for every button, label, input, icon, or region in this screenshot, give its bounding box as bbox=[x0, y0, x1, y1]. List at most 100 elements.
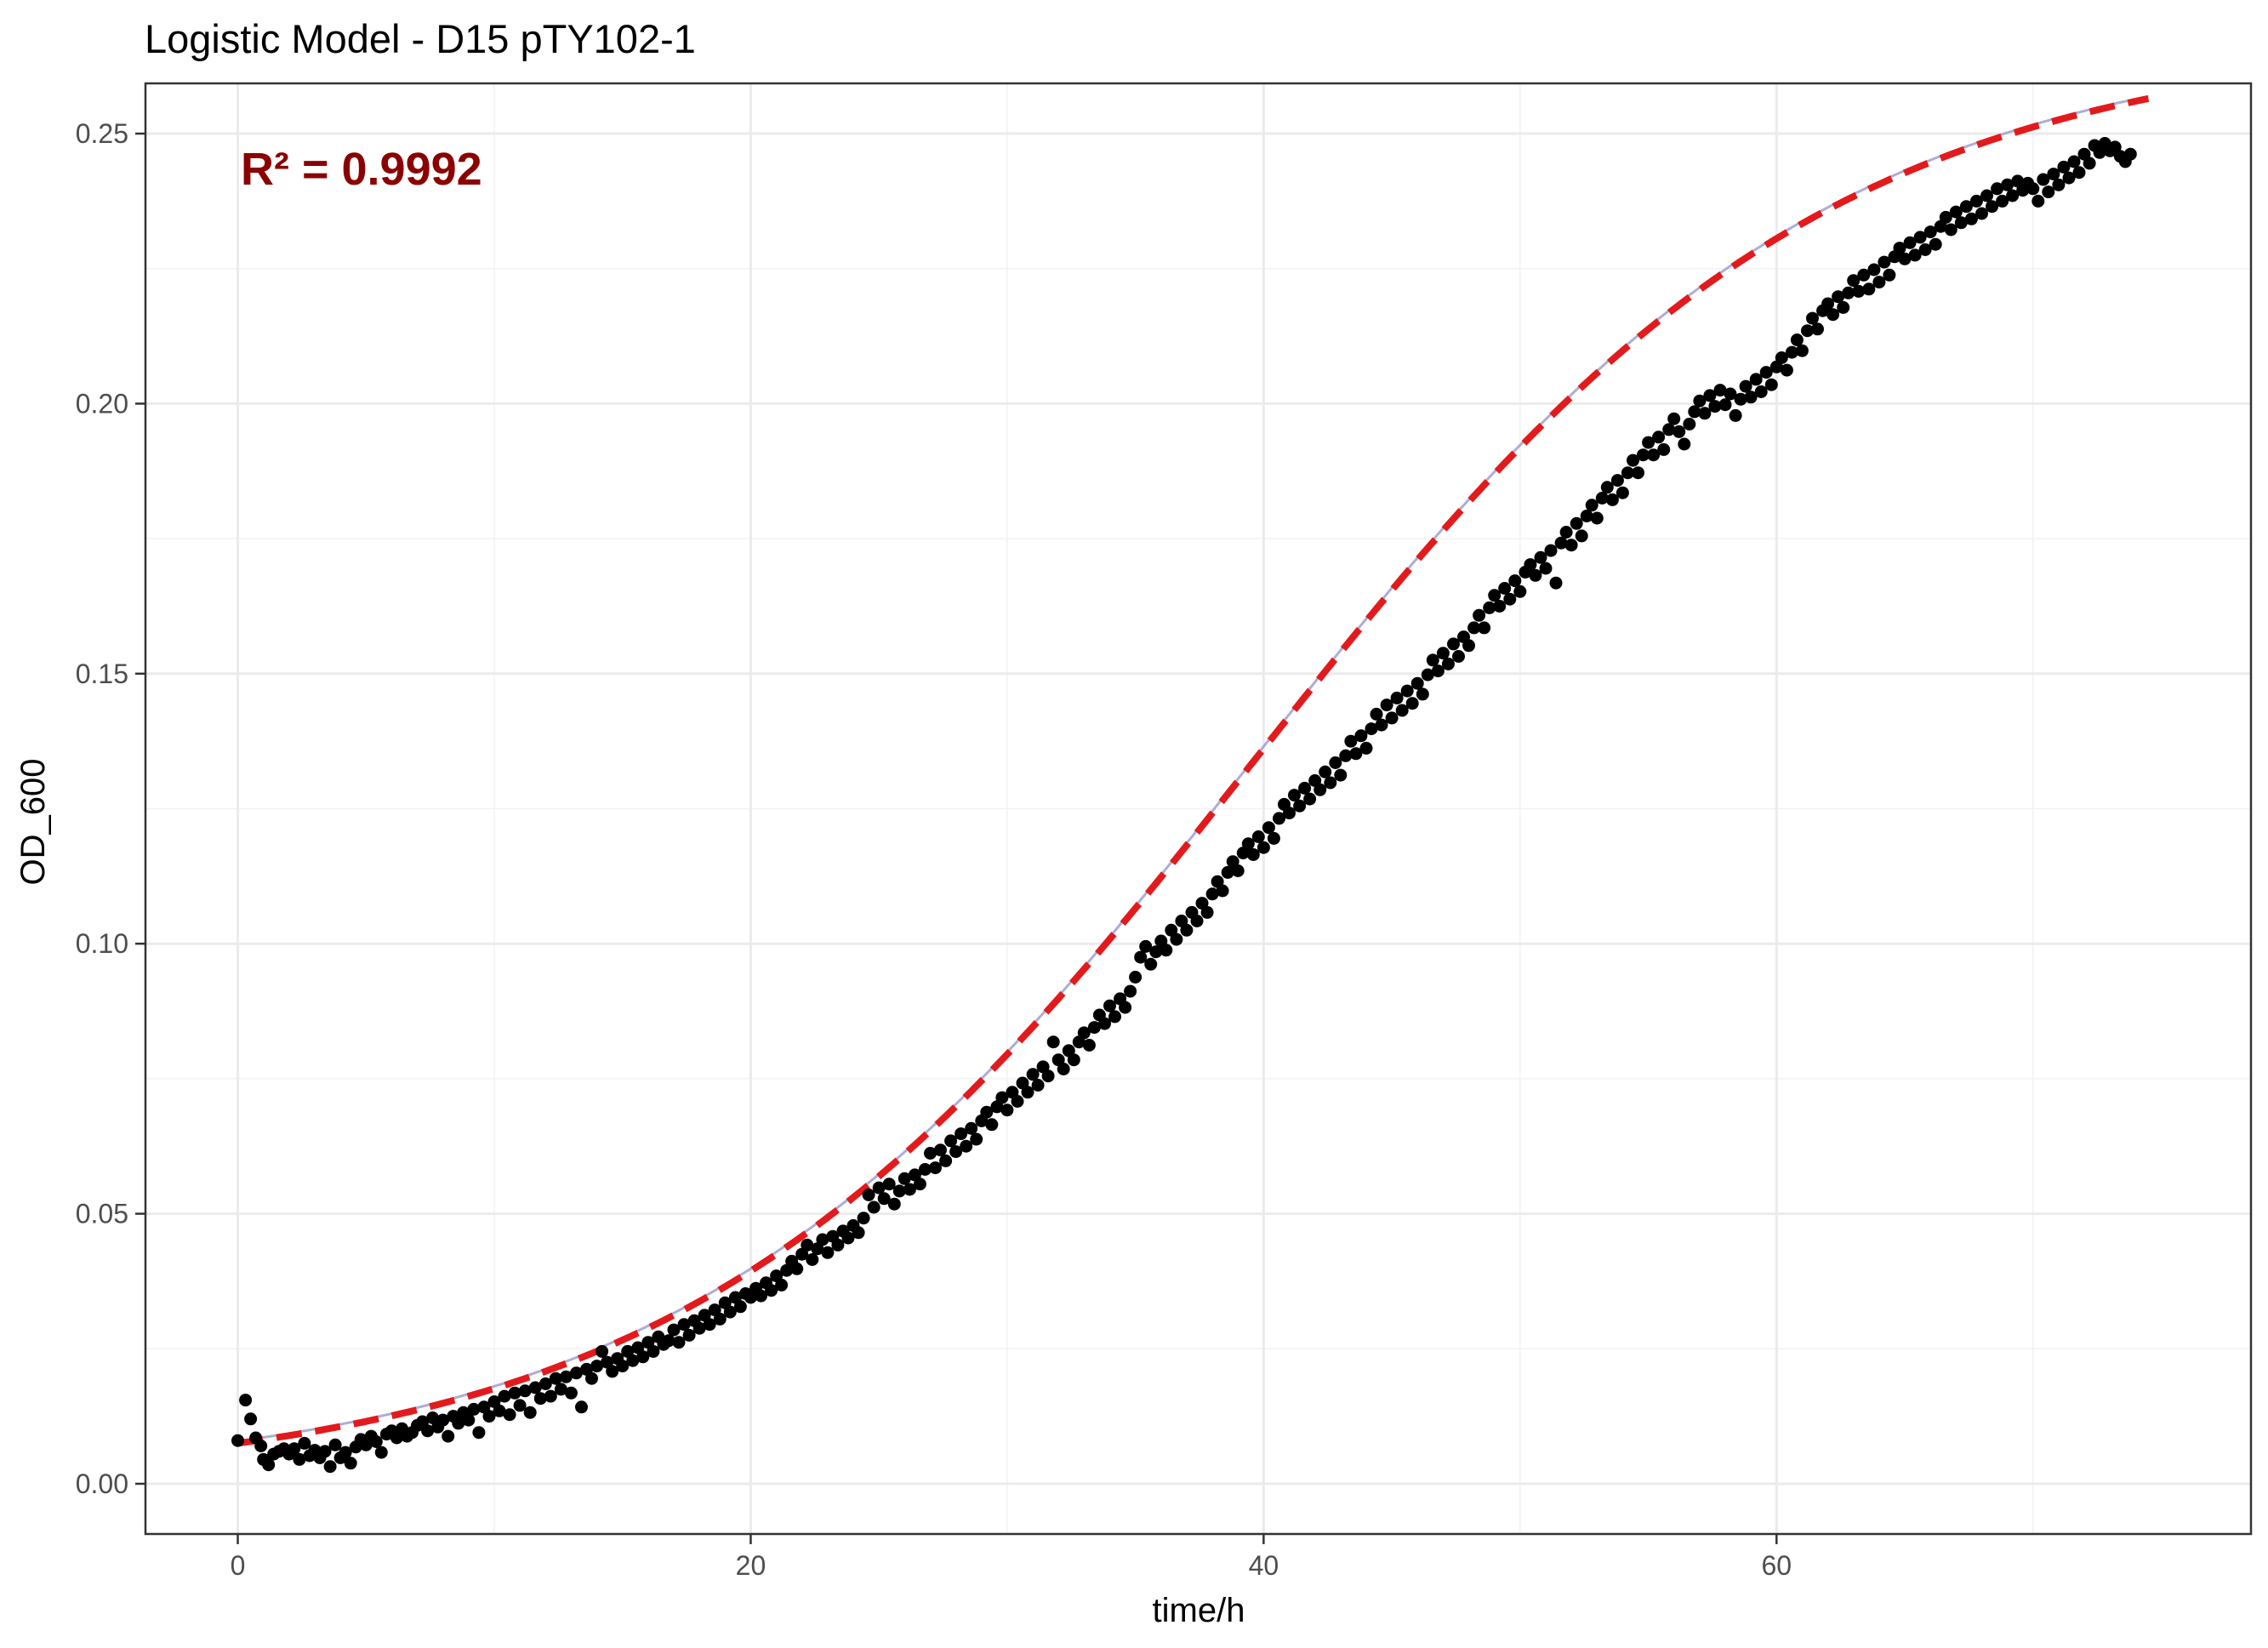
data-point bbox=[2052, 178, 2066, 191]
data-point bbox=[672, 1336, 686, 1349]
data-point bbox=[1673, 425, 1686, 438]
data-point bbox=[498, 1389, 511, 1403]
data-point bbox=[949, 1145, 963, 1159]
data-point bbox=[1452, 650, 1465, 663]
data-point bbox=[452, 1417, 465, 1430]
data-point bbox=[1370, 707, 1383, 721]
data-point bbox=[1426, 653, 1439, 667]
data-point bbox=[462, 1413, 476, 1427]
data-point bbox=[806, 1253, 819, 1266]
data-point bbox=[472, 1426, 486, 1440]
data-point bbox=[1082, 1039, 1096, 1052]
data-point bbox=[872, 1181, 886, 1195]
y-tick-label: 0.00 bbox=[76, 1468, 128, 1499]
data-point bbox=[1129, 971, 1143, 984]
data-point bbox=[2037, 173, 2050, 186]
data-point bbox=[755, 1289, 767, 1303]
data-point bbox=[262, 1458, 276, 1472]
data-point bbox=[1067, 1053, 1080, 1067]
data-point bbox=[1657, 442, 1671, 456]
data-point bbox=[1852, 284, 1866, 298]
data-point bbox=[1447, 637, 1460, 651]
data-point bbox=[1241, 837, 1255, 851]
data-point bbox=[1652, 431, 1666, 444]
panel-border bbox=[144, 82, 2253, 1536]
data-point bbox=[1046, 1035, 1060, 1049]
data-point bbox=[1144, 957, 1158, 971]
data-point bbox=[1349, 747, 1363, 761]
data-point bbox=[1380, 699, 1393, 712]
data-point bbox=[2083, 157, 2096, 170]
data-point bbox=[1139, 939, 1153, 953]
data-point bbox=[985, 1118, 999, 1132]
data-point bbox=[677, 1318, 691, 1332]
data-point bbox=[1221, 865, 1234, 879]
data-point bbox=[1180, 923, 1194, 937]
data-points bbox=[231, 137, 2137, 1474]
data-point bbox=[1344, 734, 1358, 748]
fit-lines bbox=[236, 94, 2150, 1447]
data-point bbox=[898, 1172, 911, 1185]
data-point bbox=[508, 1386, 521, 1400]
data-point bbox=[1847, 274, 1861, 288]
data-point bbox=[1780, 363, 1793, 377]
data-point bbox=[841, 1231, 855, 1245]
data-point bbox=[1513, 584, 1527, 598]
data-point bbox=[1929, 237, 1942, 251]
data-point bbox=[1390, 691, 1404, 704]
data-point bbox=[1021, 1086, 1034, 1099]
data-point bbox=[1678, 437, 1691, 451]
data-point bbox=[1991, 182, 2004, 196]
data-point bbox=[1257, 841, 1270, 854]
data-point bbox=[816, 1233, 829, 1246]
data-point bbox=[1119, 1001, 1132, 1014]
data-point bbox=[1473, 608, 1486, 622]
data-point bbox=[1754, 385, 1768, 398]
data-point bbox=[1149, 945, 1163, 959]
data-point bbox=[1160, 944, 1173, 957]
data-point bbox=[528, 1381, 542, 1394]
data-point bbox=[1549, 576, 1563, 590]
data-point bbox=[733, 1300, 747, 1314]
data-point bbox=[1395, 704, 1409, 717]
data-point bbox=[934, 1143, 947, 1157]
data-point bbox=[1441, 657, 1455, 670]
chart-title: Logistic Model - D15 pTY102-1 bbox=[145, 16, 696, 61]
data-point bbox=[765, 1284, 778, 1297]
data-point bbox=[2001, 178, 2014, 191]
data-point bbox=[239, 1394, 253, 1407]
data-point bbox=[2047, 168, 2060, 181]
data-point bbox=[339, 1446, 352, 1459]
data-point bbox=[1842, 286, 1855, 299]
data-point bbox=[1908, 248, 1922, 262]
data-point bbox=[1216, 884, 1229, 898]
data-point bbox=[682, 1328, 696, 1342]
data-point bbox=[1862, 282, 1876, 296]
data-point bbox=[374, 1446, 388, 1459]
data-point bbox=[1713, 384, 1727, 397]
data-point bbox=[1795, 344, 1809, 357]
data-point bbox=[1964, 212, 1978, 225]
x-tick-label: 60 bbox=[1761, 1550, 1792, 1581]
data-point bbox=[369, 1435, 383, 1448]
data-point bbox=[1605, 493, 1619, 506]
data-point bbox=[1621, 466, 1634, 480]
data-point bbox=[544, 1389, 557, 1403]
data-point bbox=[1944, 223, 1957, 237]
data-point bbox=[467, 1402, 481, 1416]
data-point bbox=[1467, 621, 1481, 635]
data-point bbox=[1436, 647, 1450, 660]
data-point bbox=[1590, 511, 1604, 525]
data-point bbox=[1170, 932, 1183, 946]
data-point bbox=[1503, 592, 1517, 606]
data-point bbox=[344, 1457, 357, 1470]
logistic-fit-line bbox=[236, 94, 2150, 1447]
data-point bbox=[1688, 405, 1701, 419]
x-tick-label: 20 bbox=[736, 1550, 766, 1581]
data-point bbox=[1000, 1103, 1014, 1117]
data-point bbox=[692, 1321, 706, 1335]
data-point bbox=[1595, 492, 1609, 505]
data-point bbox=[1837, 300, 1850, 314]
data-point bbox=[1493, 600, 1507, 613]
